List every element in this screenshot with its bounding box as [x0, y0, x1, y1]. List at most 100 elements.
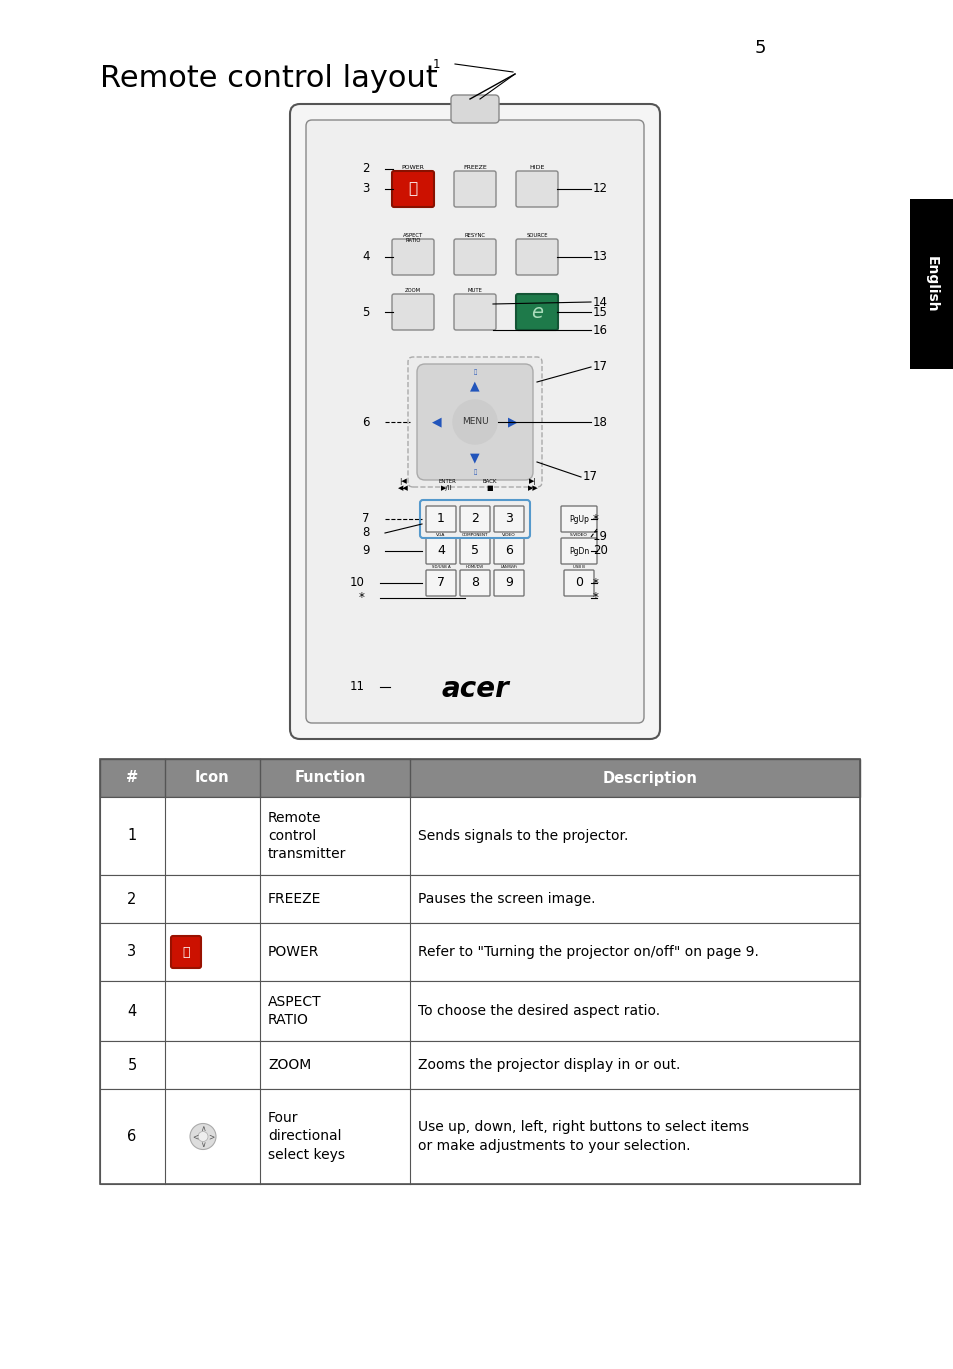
Text: Four
directional
select keys: Four directional select keys: [268, 1112, 345, 1162]
FancyBboxPatch shape: [454, 240, 496, 275]
Text: 12: 12: [593, 182, 607, 196]
Text: Use up, down, left, right buttons to select items
or make adjustments to your se: Use up, down, left, right buttons to sel…: [417, 1120, 748, 1153]
Text: 0: 0: [575, 576, 582, 590]
Text: ASPECT: ASPECT: [402, 233, 423, 238]
FancyBboxPatch shape: [426, 507, 456, 533]
Text: ⬜: ⬜: [473, 370, 476, 375]
Text: 4: 4: [436, 545, 444, 557]
Text: Remote
control
transmitter: Remote control transmitter: [268, 810, 346, 861]
Text: S-VIDEO: S-VIDEO: [570, 533, 587, 537]
Text: RATIO: RATIO: [405, 238, 420, 244]
Text: ASPECT
RATIO: ASPECT RATIO: [268, 995, 321, 1027]
Text: 5: 5: [471, 545, 478, 557]
Text: #: #: [126, 771, 138, 786]
FancyBboxPatch shape: [563, 570, 594, 596]
Text: e: e: [531, 303, 542, 322]
Text: ⏻: ⏻: [182, 946, 190, 958]
Text: MENU: MENU: [461, 418, 488, 427]
FancyBboxPatch shape: [494, 570, 523, 596]
Text: BACK: BACK: [482, 479, 497, 485]
Text: PgDn: PgDn: [568, 546, 589, 556]
Text: 14: 14: [593, 296, 607, 308]
FancyBboxPatch shape: [451, 94, 498, 123]
Text: ■: ■: [486, 485, 493, 491]
Text: RESYNC: RESYNC: [464, 233, 485, 238]
Text: ENTER: ENTER: [437, 479, 456, 485]
Text: 3: 3: [128, 945, 136, 960]
Text: ▶: ▶: [508, 416, 517, 428]
Text: 6: 6: [504, 545, 513, 557]
Text: 9: 9: [362, 545, 370, 557]
Text: 15: 15: [593, 305, 607, 319]
Text: POWER: POWER: [401, 166, 424, 170]
Text: 8: 8: [471, 576, 478, 590]
Text: 16: 16: [593, 323, 607, 337]
FancyBboxPatch shape: [454, 171, 496, 207]
Text: 5: 5: [128, 1057, 136, 1072]
Text: Refer to "Turning the projector on/off" on page 9.: Refer to "Turning the projector on/off" …: [417, 945, 758, 960]
FancyBboxPatch shape: [909, 199, 953, 370]
Text: 4: 4: [362, 251, 370, 263]
FancyBboxPatch shape: [100, 1088, 859, 1184]
Text: 20: 20: [593, 545, 607, 557]
Circle shape: [190, 1124, 215, 1150]
Text: SD/USB A: SD/USB A: [432, 565, 450, 570]
Text: FREEZE: FREEZE: [268, 893, 321, 906]
Text: *: *: [593, 591, 598, 605]
Text: 5: 5: [754, 38, 765, 57]
Text: Zooms the projector display in or out.: Zooms the projector display in or out.: [417, 1058, 679, 1072]
FancyBboxPatch shape: [100, 982, 859, 1040]
Text: 3: 3: [504, 512, 513, 526]
Text: POWER: POWER: [268, 945, 319, 960]
Text: 17: 17: [593, 360, 607, 374]
Text: USB B: USB B: [573, 565, 584, 570]
FancyBboxPatch shape: [100, 875, 859, 923]
FancyBboxPatch shape: [560, 538, 597, 564]
Text: ⬜: ⬜: [473, 470, 476, 475]
Text: COMPONENT: COMPONENT: [461, 533, 488, 537]
Text: MUTE: MUTE: [467, 287, 482, 293]
Text: Sends signals to the projector.: Sends signals to the projector.: [417, 830, 628, 843]
Text: PgUp: PgUp: [569, 515, 588, 523]
FancyBboxPatch shape: [171, 936, 201, 968]
Text: ◀◀: ◀◀: [397, 485, 408, 491]
FancyBboxPatch shape: [392, 171, 434, 207]
Text: VIDEO: VIDEO: [501, 533, 516, 537]
Text: Remote control layout: Remote control layout: [100, 64, 437, 93]
FancyBboxPatch shape: [459, 538, 490, 564]
Text: 17: 17: [582, 471, 598, 483]
FancyBboxPatch shape: [392, 294, 434, 330]
Text: 18: 18: [593, 416, 607, 428]
FancyBboxPatch shape: [416, 364, 533, 481]
Text: >: >: [208, 1132, 213, 1140]
Text: ZOOM: ZOOM: [268, 1058, 311, 1072]
FancyBboxPatch shape: [392, 240, 434, 275]
FancyBboxPatch shape: [100, 797, 859, 875]
Text: ▼: ▼: [470, 452, 479, 464]
Text: 2: 2: [471, 512, 478, 526]
Text: ∨: ∨: [200, 1140, 206, 1149]
Text: 9: 9: [504, 576, 513, 590]
FancyBboxPatch shape: [459, 570, 490, 596]
Text: Icon: Icon: [194, 771, 229, 786]
FancyBboxPatch shape: [516, 171, 558, 207]
Text: VGA: VGA: [436, 533, 445, 537]
Text: ▶/II: ▶/II: [440, 485, 453, 491]
FancyBboxPatch shape: [454, 294, 496, 330]
FancyBboxPatch shape: [494, 538, 523, 564]
Text: *: *: [358, 591, 365, 605]
Text: ▶▶: ▶▶: [527, 485, 537, 491]
Text: 3: 3: [362, 182, 370, 196]
Circle shape: [198, 1132, 208, 1142]
Text: 19: 19: [593, 531, 607, 543]
Text: English: English: [924, 256, 938, 312]
FancyBboxPatch shape: [459, 507, 490, 533]
FancyBboxPatch shape: [516, 240, 558, 275]
Text: ∧: ∧: [200, 1124, 206, 1134]
FancyBboxPatch shape: [408, 357, 541, 487]
FancyBboxPatch shape: [306, 120, 643, 723]
FancyBboxPatch shape: [426, 570, 456, 596]
FancyBboxPatch shape: [560, 507, 597, 533]
Text: 10: 10: [350, 576, 365, 590]
Text: ⏻: ⏻: [408, 182, 417, 197]
